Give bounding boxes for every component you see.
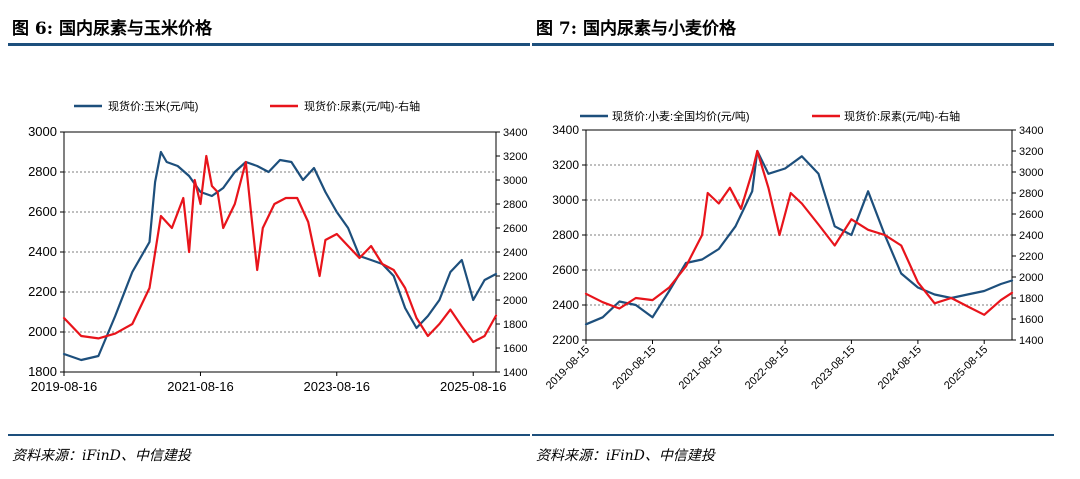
y-right-tick-label: 1800	[503, 319, 527, 331]
y-right-tick-label: 2000	[503, 295, 527, 307]
figure-6-top-rule	[8, 43, 530, 46]
figure-7-top-rule	[532, 43, 1054, 46]
figure-6-title: 图 6: 国内尿素与玉米价格	[12, 19, 212, 39]
x-tick-label: 2025-08-15	[942, 344, 990, 392]
figure-7-title: 图 7: 国内尿素与小麦价格	[536, 19, 736, 39]
y-right-tick-label: 2400	[1019, 230, 1043, 242]
y-right-tick-label: 1600	[503, 343, 527, 355]
figure-7-bottom-rule	[532, 434, 1054, 436]
y-right-tick-label: 3400	[503, 127, 527, 139]
figure-7-source: 资料来源：iFinD、中信建投	[536, 448, 715, 464]
legend-label: 现货价:尿素(元/吨)-右轴	[844, 109, 960, 123]
y-left-tick-label: 2000	[28, 324, 57, 339]
y-right-tick-label: 1400	[1019, 335, 1043, 347]
series-line-left-axis	[62, 150, 498, 362]
y-right-tick-label: 1400	[503, 367, 527, 379]
series-line-right-axis	[584, 149, 1014, 316]
y-right-tick-label: 2600	[1019, 209, 1043, 221]
figure-6-panel: 图 6: 国内尿素与玉米价格 1800 2000 2200 2400 2600 2800 3…	[8, 0, 538, 479]
y-left-tick-label: 3400	[552, 123, 579, 137]
figure-6-chart: 1800 2000 2200 2400 2600 2800 3000 1400 1600 1800…	[28, 99, 527, 394]
series-line-left-axis	[584, 149, 1014, 326]
legend-label: 现货价:尿素(元/吨)-右轴	[304, 99, 420, 113]
y-right-tick-label: 2000	[1019, 272, 1043, 284]
y-right-tick-label: 3400	[1019, 125, 1043, 137]
y-right-tick-label: 2400	[503, 247, 527, 259]
x-tick-label: 2021-08-16	[167, 379, 234, 394]
figure-6-source: 资料来源：iFinD、中信建投	[12, 448, 191, 464]
figure-6-bottom-rule	[8, 434, 530, 436]
y-right-tick-label: 1600	[1019, 314, 1043, 326]
y-right-tick-label: 2200	[1019, 251, 1043, 263]
y-left-tick-label: 2600	[552, 263, 579, 277]
y-left-tick-label: 2200	[28, 284, 57, 299]
y-left-tick-label: 2800	[552, 228, 579, 242]
x-tick-label: 2023-08-15	[809, 344, 857, 392]
y-left-tick-label: 3200	[552, 158, 579, 172]
x-tick-label: 2024-08-15	[876, 344, 924, 392]
x-tick-label: 2019-08-16	[31, 379, 98, 394]
x-tick-label: 2025-08-16	[440, 379, 507, 394]
figure-7-chart: 2200 2400 2600 2800 3000 3200 3400 1400 1600 1800…	[544, 109, 1044, 392]
y-right-tick-label: 3200	[503, 151, 527, 163]
figure-7-panel: 图 7: 国内尿素与小麦价格 2200 2400 2600 2800 3000 3200 3…	[532, 0, 1062, 479]
y-left-tick-label: 1800	[28, 364, 57, 379]
y-right-tick-label: 3200	[1019, 146, 1043, 158]
y-left-tick-label: 2400	[28, 244, 57, 259]
y-right-tick-label: 3000	[503, 175, 527, 187]
y-right-tick-label: 3000	[1019, 167, 1043, 179]
x-tick-label: 2019-08-15	[544, 344, 592, 392]
y-right-tick-label: 2200	[503, 271, 527, 283]
legend-label: 现货价:玉米(元/吨)	[108, 99, 198, 113]
y-left-tick-label: 2600	[28, 204, 57, 219]
y-left-tick-label: 3000	[552, 193, 579, 207]
y-left-tick-label: 2800	[28, 164, 57, 179]
y-left-tick-label: 3000	[28, 124, 57, 139]
y-right-tick-label: 2600	[503, 223, 527, 235]
series-line-right-axis	[62, 154, 498, 344]
y-right-tick-label: 2800	[503, 199, 527, 211]
y-right-tick-label: 2800	[1019, 188, 1043, 200]
x-tick-label: 2023-08-16	[304, 379, 371, 394]
x-tick-label: 2021-08-15	[677, 344, 725, 392]
y-right-tick-label: 1800	[1019, 293, 1043, 305]
x-tick-label: 2022-08-15	[743, 344, 791, 392]
x-tick-label: 2020-08-15	[610, 344, 658, 392]
legend-label: 现货价:小麦:全国均价(元/吨)	[612, 109, 750, 123]
y-left-tick-label: 2200	[552, 333, 579, 347]
y-left-tick-label: 2400	[552, 298, 579, 312]
